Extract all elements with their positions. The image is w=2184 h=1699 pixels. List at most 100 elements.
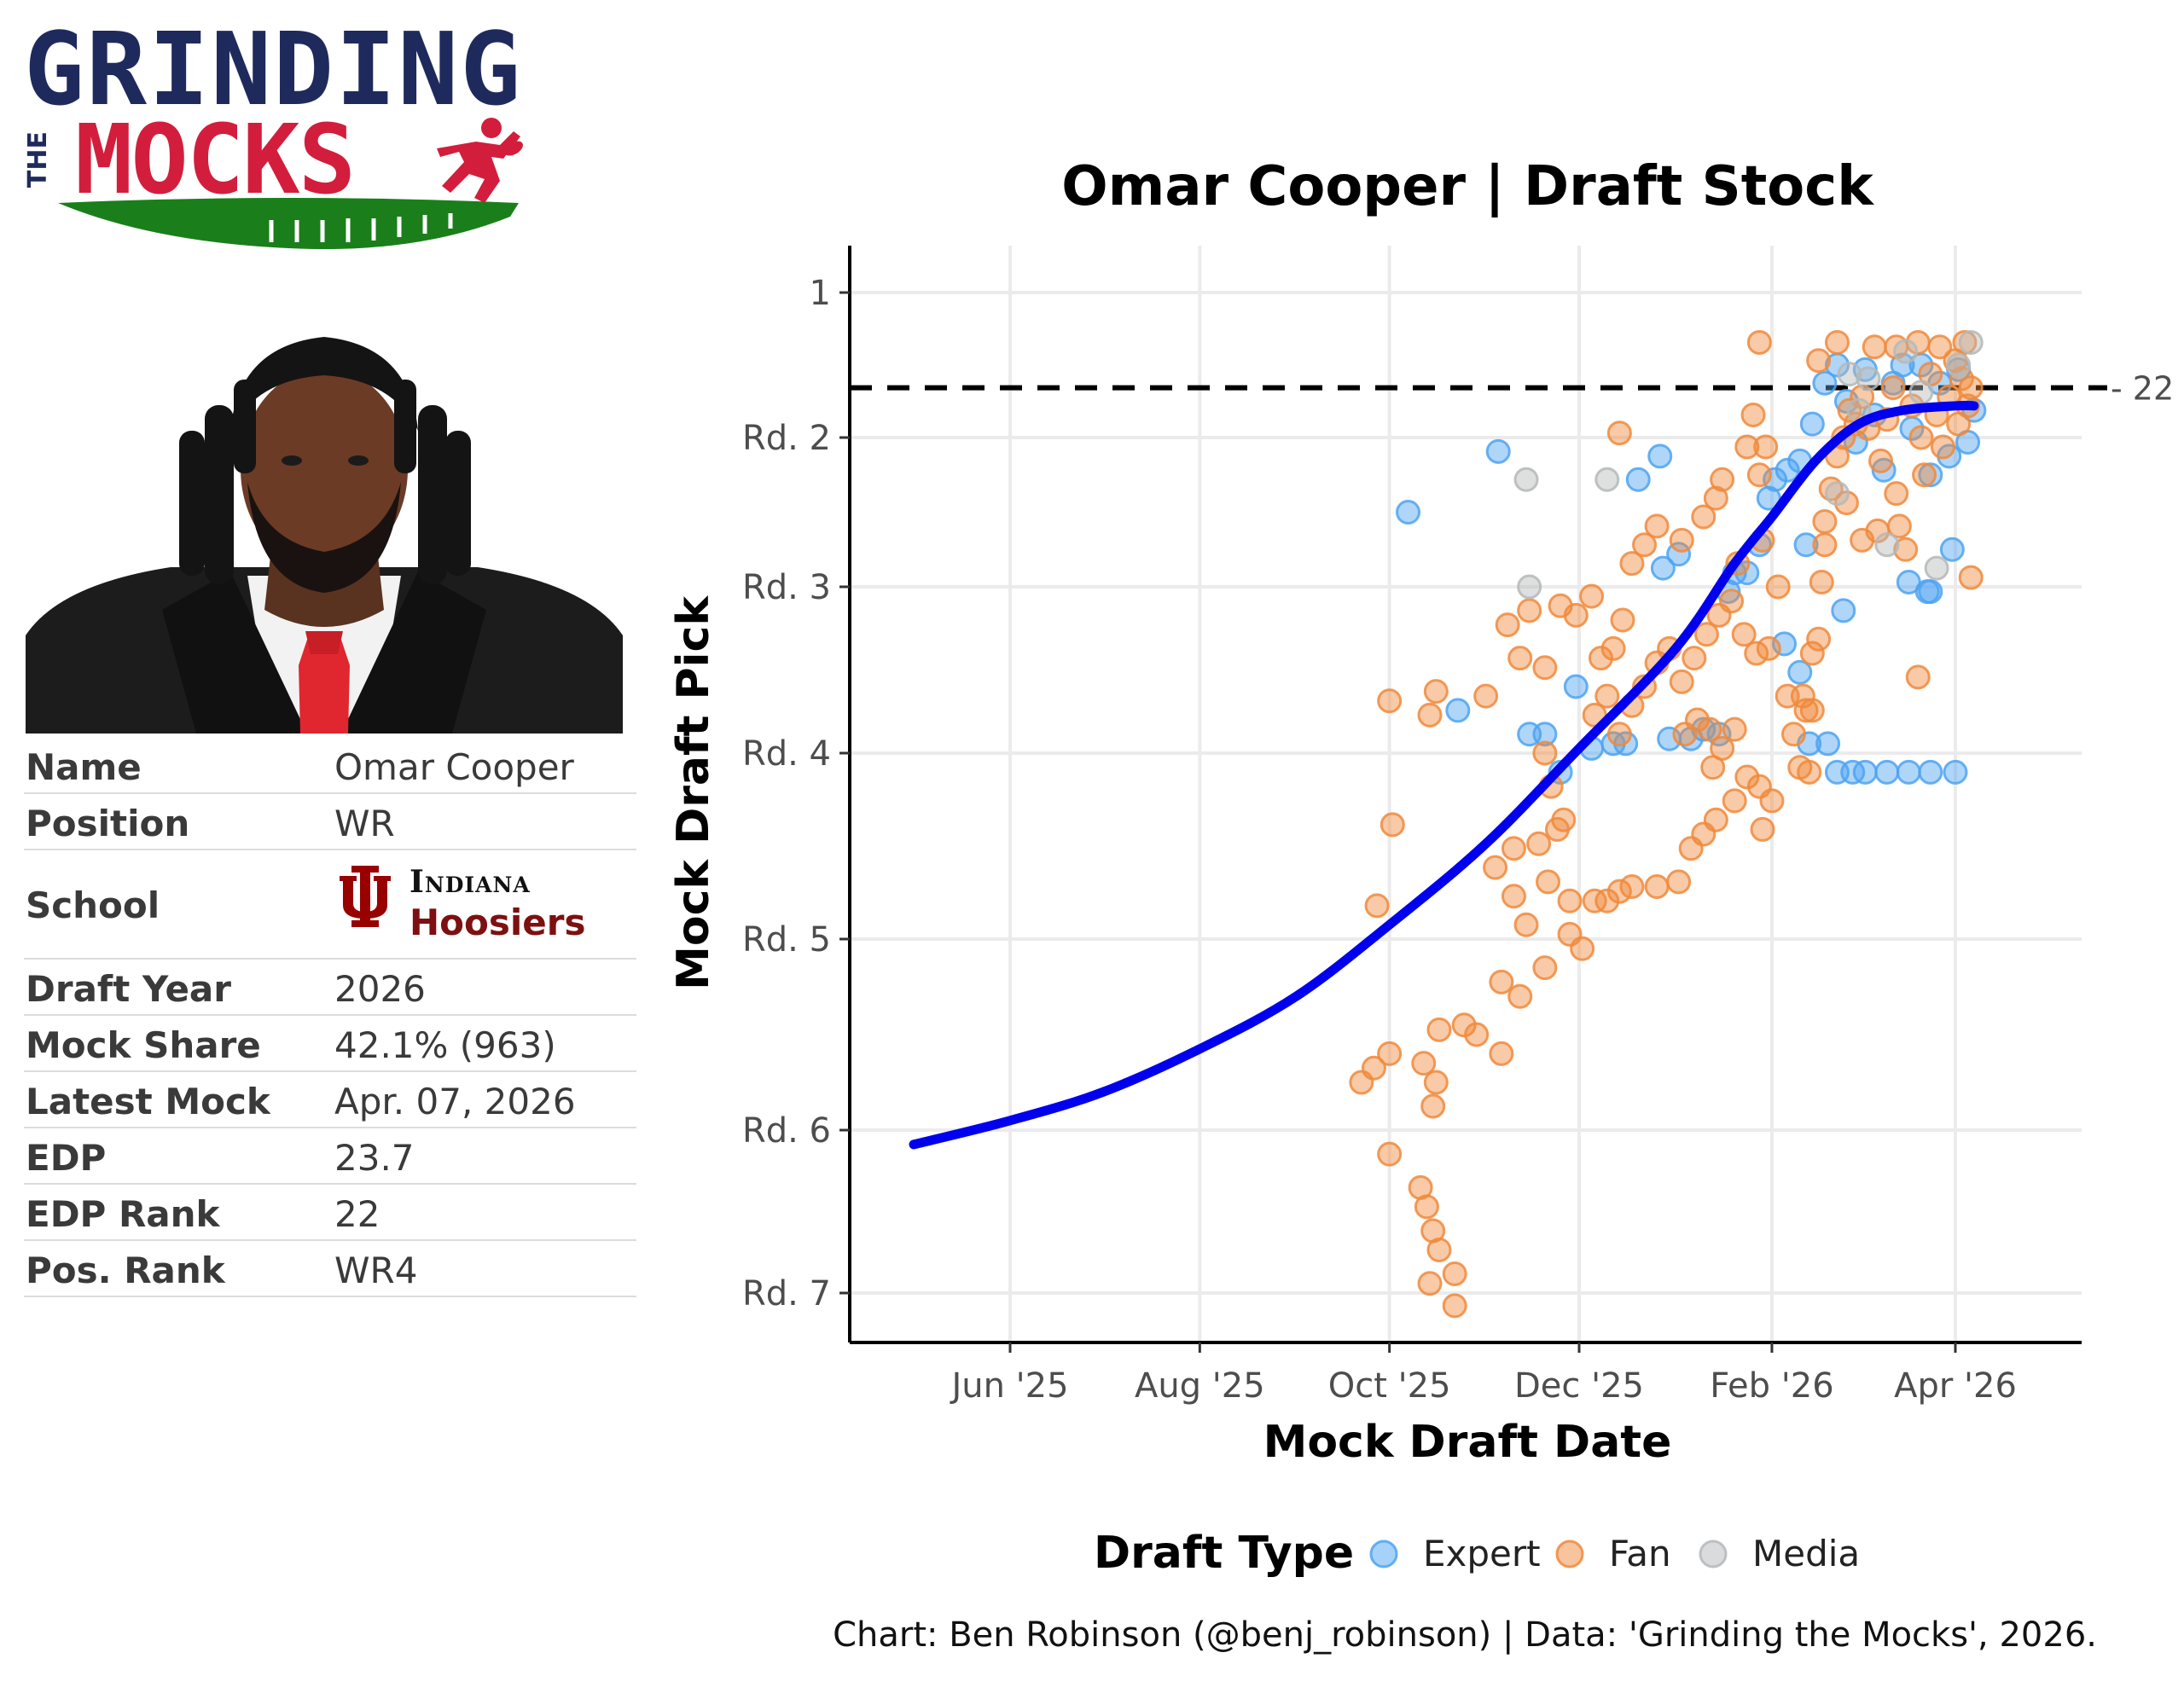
data-point-expert: [1563, 674, 1589, 699]
data-point-expert: [1793, 532, 1819, 558]
data-point-fan: [1693, 622, 1719, 647]
data-point-fan: [1759, 788, 1785, 814]
info-row-mock-share: Mock Share 42.1% (963): [24, 1016, 636, 1072]
data-point-fan: [1753, 434, 1779, 460]
data-point-fan: [1532, 955, 1558, 981]
data-point-expert: [1650, 555, 1676, 581]
data-point-fan: [1703, 485, 1728, 511]
y-tick-label: 1: [810, 274, 831, 313]
data-point-fan: [1722, 716, 1747, 742]
data-point-fan: [1442, 1261, 1467, 1287]
data-point-fan: [1495, 612, 1520, 638]
data-point-fan: [1744, 641, 1769, 666]
data-point-fan: [1746, 462, 1772, 488]
x-tick-label: Feb '26: [1710, 1366, 1833, 1406]
info-value: 22: [334, 1193, 380, 1235]
data-point-fan: [1812, 532, 1838, 558]
data-point-fan: [1414, 1194, 1439, 1220]
data-point-fan: [1513, 912, 1539, 937]
data-point-fan: [1644, 874, 1670, 900]
data-point-media: [1837, 362, 1862, 387]
data-point-fan: [1958, 565, 1984, 590]
data-point-fan: [1507, 983, 1533, 1009]
chart-grid: [850, 246, 2082, 1342]
data-point-fan: [1423, 1070, 1449, 1095]
data-point-fan: [1377, 1141, 1403, 1167]
data-point-fan: [1606, 878, 1632, 904]
data-point-fan: [1750, 816, 1775, 842]
y-tick-label: Rd. 4: [742, 734, 831, 774]
data-point-fan: [1423, 679, 1449, 705]
data-point-fan: [1610, 607, 1635, 633]
school-name-top: Indiana: [410, 864, 531, 900]
data-point-fan: [1765, 574, 1791, 600]
data-point-expert: [1812, 370, 1838, 396]
x-tick-label: Dec '25: [1514, 1366, 1644, 1406]
data-point-fan: [1710, 467, 1735, 492]
legend-label-media: Media: [1752, 1533, 1860, 1574]
data-point-fan: [1420, 1093, 1446, 1119]
data-point-fan: [1912, 462, 1937, 488]
indiana-iu-logo-icon: [340, 866, 391, 927]
data-point-fan: [1684, 707, 1710, 733]
info-row-pos-rank: Pos. Rank WR4: [24, 1241, 636, 1297]
data-point-fan: [1364, 893, 1390, 919]
trend-line: [909, 400, 1979, 1150]
x-tick-label: Oct '25: [1328, 1366, 1451, 1406]
info-label: EDP: [26, 1137, 107, 1179]
data-point-fan: [1377, 1041, 1403, 1066]
data-point-fan: [1501, 884, 1526, 909]
data-point-fan: [1678, 836, 1704, 861]
data-point-fan: [1865, 518, 1891, 543]
data-point-fan: [1606, 420, 1632, 446]
data-point-fan: [1833, 490, 1859, 516]
data-point-fan: [1799, 698, 1825, 723]
data-point-fan: [1880, 375, 1906, 401]
data-point-fan: [1594, 888, 1620, 913]
data-point-fan: [1536, 869, 1561, 895]
info-row-latest-mock: Latest Mock Apr. 07, 2026: [24, 1072, 636, 1128]
data-point-fan: [1544, 816, 1570, 842]
player-photo: [26, 337, 623, 734]
data-point-fan: [1862, 334, 1887, 360]
info-row-position: Position WR: [24, 794, 636, 850]
data-point-fan: [1669, 669, 1694, 694]
data-point-fan: [1451, 1012, 1477, 1038]
chart-legend: Draft Type Expert Fan Media: [1094, 1528, 1860, 1579]
trend-line-group: [909, 400, 1979, 1150]
data-point-expert: [1756, 485, 1781, 511]
chart-caption: Chart: Ben Robinson (@benj_robinson) | D…: [833, 1615, 2097, 1655]
data-point-fan: [1517, 598, 1542, 623]
data-point-expert: [1918, 579, 1943, 605]
data-point-fan: [1483, 855, 1508, 880]
y-tick-label: Rd. 6: [742, 1111, 831, 1151]
data-point-fan: [1734, 434, 1760, 460]
y-tick-label: Rd. 2: [742, 419, 831, 458]
y-tick-label: Rd. 5: [742, 920, 831, 960]
data-point-fan: [1697, 716, 1722, 742]
data-point-fan: [1619, 551, 1645, 577]
data-point-media: [1958, 329, 1984, 355]
data-point-media: [1874, 532, 1900, 558]
data-point-fan: [1799, 641, 1825, 666]
data-point-fan: [1417, 1271, 1443, 1296]
info-row-edp-rank: EDP Rank 22: [24, 1185, 636, 1241]
data-point-media: [1908, 380, 1934, 405]
data-point-fan: [1377, 688, 1403, 714]
data-point-fan: [1905, 664, 1931, 690]
data-point-fan: [1809, 570, 1834, 595]
data-point-fan: [1666, 869, 1692, 895]
info-label: Mock Share: [26, 1024, 261, 1066]
data-point-fan: [1825, 329, 1850, 355]
legend-label-fan: Fan: [1609, 1533, 1671, 1574]
data-point-media: [1513, 467, 1539, 492]
data-point-expert: [1485, 438, 1511, 464]
info-label: EDP Rank: [26, 1193, 220, 1235]
data-point-fan: [1700, 755, 1726, 780]
data-point-expert: [1647, 444, 1673, 469]
data-point-expert: [1831, 598, 1856, 623]
data-point-fan: [1563, 602, 1589, 628]
data-point-fan: [1632, 532, 1658, 558]
data-point-fan: [1526, 831, 1552, 856]
data-point-fan: [1489, 1041, 1514, 1066]
